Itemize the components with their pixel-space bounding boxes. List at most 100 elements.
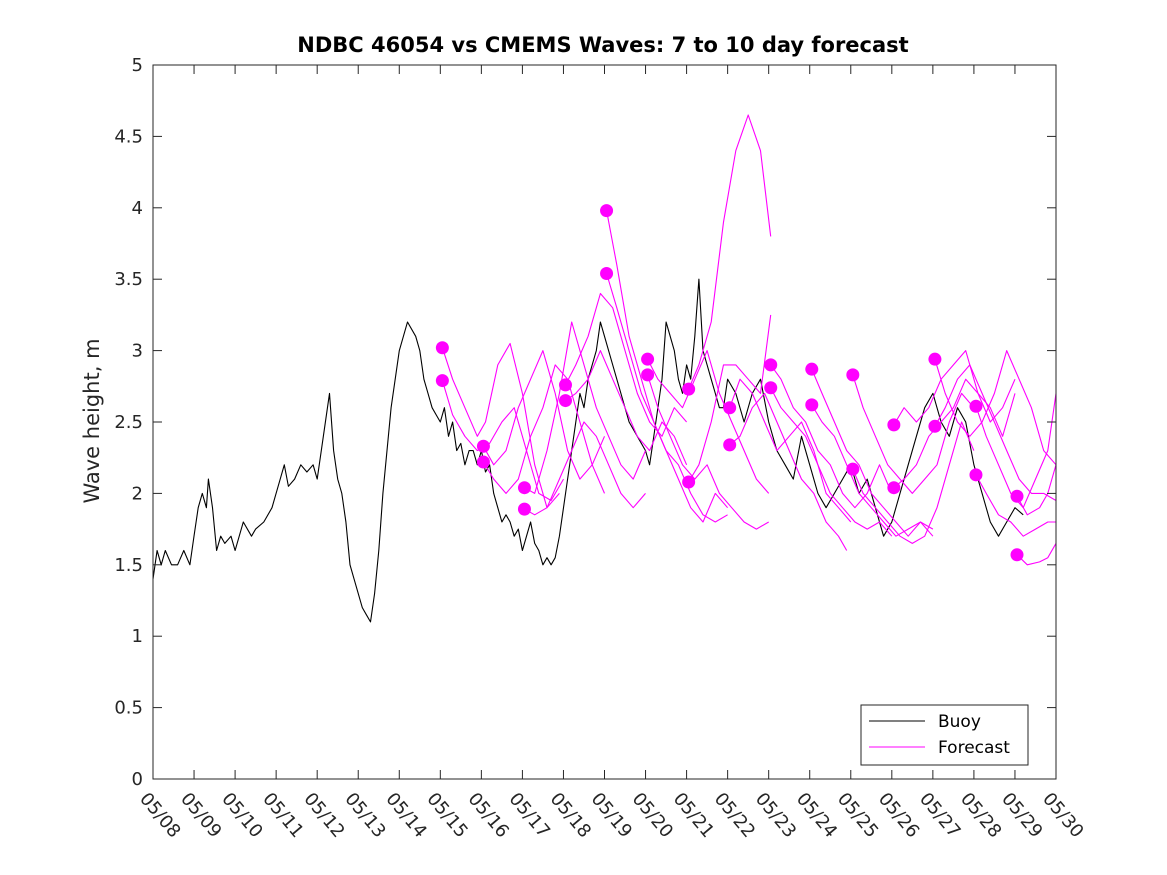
forecast-start-point — [600, 266, 614, 280]
forecast-line — [811, 368, 934, 537]
y-tick-label: 4 — [132, 198, 143, 219]
x-tick-label: 05/09 — [176, 789, 225, 842]
y-tick-label: 5 — [132, 55, 143, 76]
forecast-line — [770, 387, 893, 537]
forecast-start-point — [846, 462, 860, 476]
forecast-start-point — [559, 394, 573, 408]
y-tick-label: 4.5 — [114, 126, 143, 147]
x-tick-label: 05/08 — [135, 789, 184, 842]
forecast-start-point — [764, 381, 778, 395]
y-tick-label: 1 — [132, 626, 143, 647]
forecast-start-point — [476, 439, 490, 453]
forecast-line — [729, 392, 848, 551]
forecast-start-point — [723, 438, 737, 452]
forecast-line — [441, 380, 564, 502]
y-tick-label: 1.5 — [114, 555, 143, 576]
x-tick-label: 05/27 — [915, 789, 964, 842]
forecast-start-point — [600, 204, 614, 218]
legend-label-buoy: Buoy — [938, 712, 981, 732]
forecast-start-point — [928, 419, 942, 433]
forecast-start-point — [559, 378, 573, 392]
chart-title: NDBC 46054 vs CMEMS Waves: 7 to 10 day f… — [297, 33, 908, 57]
x-tick-label: 05/30 — [1038, 789, 1087, 842]
forecast-start-point — [764, 358, 778, 372]
y-tick-label: 3.5 — [114, 269, 143, 290]
x-tick-label: 05/26 — [874, 789, 923, 842]
forecast-start-point — [682, 382, 696, 396]
x-tick-label: 05/23 — [751, 789, 800, 842]
x-tick-label: 05/11 — [258, 789, 307, 842]
forecast-line — [1016, 543, 1056, 566]
forecast-line — [852, 374, 975, 494]
x-tick-label: 05/13 — [340, 789, 389, 842]
x-tick-label: 05/24 — [792, 789, 841, 842]
y-tick-label: 2.5 — [114, 412, 143, 433]
x-tick-label: 05/15 — [422, 789, 471, 842]
forecast-start-markers — [435, 204, 1024, 562]
y-axis-ticks: 0 0.5 1 1.5 2 2.5 3 3.5 4 4.5 5 — [114, 55, 1056, 790]
y-tick-label: 0.5 — [114, 698, 143, 719]
forecast-line — [770, 364, 893, 509]
forecast-start-point — [969, 468, 983, 482]
forecast-start-point — [887, 481, 901, 495]
forecast-line — [647, 374, 769, 530]
forecast-line — [729, 378, 852, 523]
x-tick-label: 05/12 — [299, 789, 348, 842]
forecast-line — [811, 404, 934, 537]
forecast-line — [606, 273, 728, 523]
y-tick-label: 0 — [132, 769, 143, 790]
x-tick-label: 05/22 — [710, 789, 759, 842]
forecast-line — [934, 350, 1056, 466]
forecast-line — [482, 350, 606, 480]
x-tick-label: 05/18 — [546, 789, 595, 842]
forecast-line — [1016, 464, 1056, 516]
buoy-line — [153, 278, 1024, 623]
forecast-start-point — [476, 455, 490, 469]
forecast-line — [893, 378, 1016, 489]
forecast-line — [852, 421, 975, 544]
forecast-line — [647, 350, 770, 494]
x-tick-label: 05/29 — [997, 789, 1046, 842]
forecast-start-point — [928, 352, 942, 366]
forecast-start-point — [846, 368, 860, 382]
x-tick-label: 05/19 — [587, 789, 636, 842]
plot-area — [153, 114, 1056, 623]
x-tick-label: 05/16 — [464, 789, 513, 842]
x-tick-label: 05/14 — [381, 789, 430, 842]
forecast-start-point — [1010, 489, 1024, 503]
forecast-line — [975, 474, 1056, 537]
forecast-line — [524, 321, 647, 494]
forecast-line — [688, 314, 772, 483]
y-tick-label: 3 — [132, 341, 143, 362]
forecast-start-point — [805, 362, 819, 376]
forecast-line — [441, 342, 560, 509]
forecast-start-point — [887, 418, 901, 432]
y-tick-label: 2 — [132, 483, 143, 504]
forecast-start-point — [969, 399, 983, 413]
buoy-series — [153, 278, 1024, 623]
forecast-line — [482, 364, 606, 494]
x-tick-label: 05/28 — [956, 789, 1005, 842]
legend-label-forecast: Forecast — [938, 738, 1010, 758]
forecast-start-point — [517, 481, 531, 495]
x-tick-label: 05/10 — [217, 789, 266, 842]
forecast-start-point — [517, 502, 531, 516]
forecast-line — [893, 350, 1016, 437]
forecast-start-point — [805, 398, 819, 412]
forecast-start-point — [435, 341, 449, 355]
x-tick-label: 05/21 — [669, 789, 718, 842]
x-tick-label: 05/20 — [628, 789, 677, 842]
legend: Buoy Forecast — [860, 704, 1029, 766]
forecast-line — [524, 421, 646, 516]
legend-box — [860, 704, 1029, 766]
forecast-start-point — [641, 368, 655, 382]
forecast-start-point — [1010, 548, 1024, 562]
forecast-line — [606, 210, 729, 523]
forecast-start-point — [682, 475, 696, 489]
forecast-line — [934, 364, 1056, 501]
x-tick-label: 05/25 — [833, 789, 882, 842]
forecast-line — [688, 114, 772, 390]
x-tick-label: 05/17 — [505, 789, 554, 842]
forecast-start-point — [723, 401, 737, 415]
